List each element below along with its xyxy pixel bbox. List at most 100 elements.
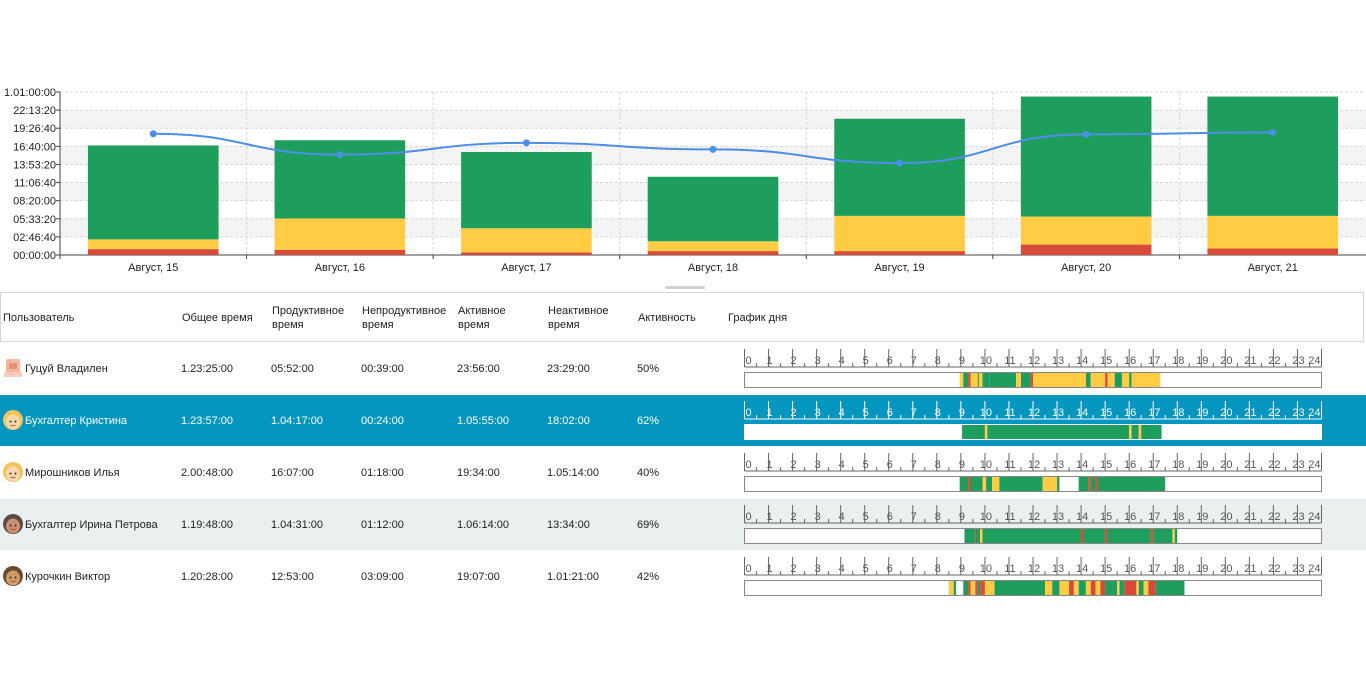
timeline-segment [1033,373,1086,387]
timeline-segment [984,425,988,439]
timeline-hour-label: 2 [791,355,797,367]
timeline-segment [1129,373,1132,387]
timeline-hour-label: 1 [766,459,772,471]
bar-segment [647,241,779,252]
timeline-segment [1131,373,1161,387]
header-unproductive-time[interactable]: Непродуктивное время [362,305,447,331]
timeline-hour-label: 6 [887,355,893,367]
timeline-hour-label: 19 [1196,355,1208,367]
cell-productive: 1.04:31:00 [271,519,323,531]
timeline-segment [1097,477,1166,491]
timeline-hour-label: 21 [1244,563,1256,575]
timeline-hour-label: 2 [791,563,797,575]
timeline-segment [953,581,957,595]
timeline-segment [1138,425,1142,439]
timeline-hour-label: 4 [839,511,845,523]
y-tick-label: 13:53:20 [13,159,56,171]
timeline-hour-label: 18 [1172,459,1184,471]
timeline-segment [1155,581,1185,595]
timeline-hour-label: 8 [935,407,941,419]
timeline-hour-label: 1 [766,407,772,419]
bar-segment [87,145,219,240]
timeline-hour-label: 0 [746,355,752,367]
timeline-segment [1105,529,1108,543]
timeline-hour-label: 21 [1244,459,1256,471]
header-activity[interactable]: Активность [638,312,696,324]
table-row[interactable]: Гуцуй Владилен 1.23:25:00 05:52:00 00:39:00… [0,343,1366,395]
timeline-hour-label: 4 [839,563,845,575]
timeline-hour-label: 23 [1292,563,1304,575]
bar-segment [834,251,965,255]
trend-point [1269,128,1277,136]
timeline-hour-label: 15 [1100,459,1112,471]
timeline-hour-label: 10 [980,563,992,575]
timeline-segment [968,581,971,595]
day-timeline: 0 1 2 3 4 5 6 7 8 9 10 11 12 13 14 15 16 17 18 19 20 21 22 23 24 [744,349,1322,389]
timeline-hour-label: 16 [1124,563,1136,575]
bar-segment [647,251,779,255]
cell-inactive: 23:29:00 [547,363,590,375]
timeline-hour-label: 17 [1148,563,1160,575]
timeline-hour-label: 11 [1004,511,1015,523]
header-day-chart[interactable]: График дня [728,312,788,324]
timeline-segment [1069,581,1074,595]
user-name: Гуцуй Владилен [25,363,108,375]
timeline-hour-label: 18 [1172,407,1184,419]
trend-point [709,145,717,153]
day-timeline-chart: 0 1 2 3 4 5 6 7 8 9 10 11 12 13 14 15 16 17 18 19 20 21 22 23 24 [744,557,1322,596]
timeline-segment [986,477,993,491]
trend-point [149,130,157,138]
panel-splitter-handle[interactable] [665,286,705,289]
user-name: Курочкин Виктор [25,571,111,583]
timeline-segment [980,581,985,595]
timeline-hour-label: 9 [959,511,965,523]
cell-total: 2.00:48:00 [181,467,233,479]
timeline-hour-label: 14 [1076,459,1088,471]
timeline-hour-label: 24 [1308,511,1320,523]
trend-point [1082,130,1090,138]
timeline-segment [1136,581,1139,595]
day-timeline-chart: 0 1 2 3 4 5 6 7 8 9 10 11 12 13 14 15 16 17 18 19 20 21 22 23 24 [744,401,1322,440]
timeline-hour-label: 8 [935,511,941,523]
timeline-hour-label: 13 [1052,407,1064,419]
bar-segment [461,151,592,229]
timeline-segment [959,477,969,491]
timeline-hour-label: 5 [863,511,869,523]
user-name: Бухгалтер Кристина [25,415,128,427]
header-active-time[interactable]: Активное время [458,305,506,331]
header-user[interactable]: Пользователь [3,312,75,324]
table-row[interactable]: Курочкин Виктор 1.20:28:00 12:53:00 03:09:0… [0,551,1366,603]
timeline-segment [1172,529,1175,543]
timeline-hour-label: 12 [1028,355,1040,367]
x-tick-label: Август, 21 [1248,262,1298,274]
bar-segment [834,118,965,216]
timeline-hour-label: 11 [1004,459,1015,471]
table-row[interactable]: Бухгалтер Ирина Петрова 1.19:48:00 1.04:31… [0,499,1366,551]
cell-active: 23:56:00 [457,363,500,375]
timeline-hour-label: 13 [1052,563,1064,575]
timeline-segment [975,529,977,543]
timeline-segment [982,477,987,491]
timeline-segment [1030,373,1033,387]
cell-activity: 40% [637,467,660,479]
table-row[interactable]: Мирошников Илья 2.00:48:00 16:07:00 01:18:0… [0,447,1366,499]
timeline-hour-label: 21 [1244,407,1256,419]
timeline-hour-label: 21 [1244,355,1256,367]
header-productive-time[interactable]: Продуктивное время [272,305,345,331]
timeline-hour-label: 9 [959,355,965,367]
table-row[interactable]: Бухгалтер Кристина 1.23:57:00 1.04:17:00 00… [0,395,1366,447]
timeline-hour-label: 15 [1100,355,1112,367]
timeline-hour-label: 19 [1196,563,1208,575]
timeline-segment [964,529,976,543]
bar-segment [834,215,965,252]
table-header: Пользователь Общее время Продуктивное вр… [0,292,1364,342]
timeline-hour-label: 20 [1220,511,1232,523]
timeline-segment [1016,373,1021,387]
header-inactive-time[interactable]: Неактивное время [548,305,609,331]
bar-segment [87,249,219,255]
timeline-hour-label: 22 [1268,563,1280,575]
timeline-hour-label: 7 [911,511,917,523]
header-total-time[interactable]: Общее время [182,312,253,324]
y-tick-label: 1.01:00:00 [4,87,56,99]
timeline-segment [1059,581,1070,595]
